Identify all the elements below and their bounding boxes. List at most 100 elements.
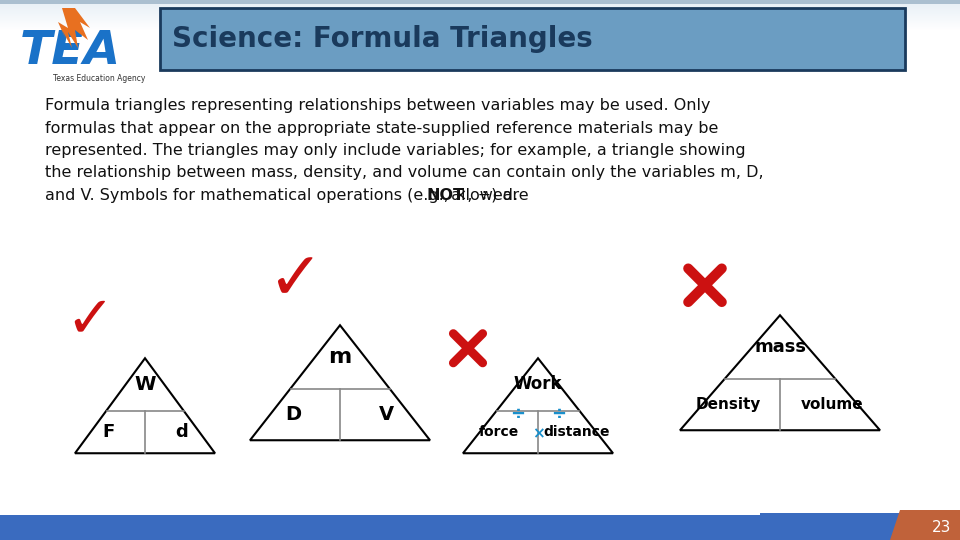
FancyBboxPatch shape <box>797 513 798 540</box>
FancyBboxPatch shape <box>823 513 824 540</box>
FancyBboxPatch shape <box>908 513 909 540</box>
FancyBboxPatch shape <box>765 513 766 540</box>
FancyBboxPatch shape <box>0 23 960 24</box>
Text: Work: Work <box>514 375 563 393</box>
Text: ÷: ÷ <box>551 406 566 423</box>
FancyBboxPatch shape <box>881 513 882 540</box>
FancyBboxPatch shape <box>789 513 790 540</box>
FancyBboxPatch shape <box>907 513 908 540</box>
FancyBboxPatch shape <box>818 513 819 540</box>
FancyBboxPatch shape <box>794 513 795 540</box>
FancyBboxPatch shape <box>816 513 817 540</box>
FancyBboxPatch shape <box>774 513 775 540</box>
Text: Formula triangles representing relationships between variables may be used. Only: Formula triangles representing relations… <box>45 98 710 113</box>
FancyBboxPatch shape <box>802 513 803 540</box>
FancyBboxPatch shape <box>894 513 895 540</box>
FancyBboxPatch shape <box>839 513 840 540</box>
FancyBboxPatch shape <box>792 513 793 540</box>
FancyBboxPatch shape <box>941 513 942 540</box>
FancyBboxPatch shape <box>810 513 811 540</box>
Polygon shape <box>680 315 880 430</box>
FancyBboxPatch shape <box>928 513 929 540</box>
FancyBboxPatch shape <box>0 2 960 3</box>
FancyBboxPatch shape <box>798 513 799 540</box>
FancyBboxPatch shape <box>805 513 806 540</box>
FancyBboxPatch shape <box>888 513 889 540</box>
FancyBboxPatch shape <box>900 513 901 540</box>
FancyBboxPatch shape <box>0 13 960 14</box>
Polygon shape <box>250 325 430 440</box>
FancyBboxPatch shape <box>801 513 802 540</box>
FancyBboxPatch shape <box>897 513 898 540</box>
FancyBboxPatch shape <box>886 513 887 540</box>
FancyBboxPatch shape <box>763 513 764 540</box>
FancyBboxPatch shape <box>944 513 945 540</box>
FancyBboxPatch shape <box>764 513 765 540</box>
FancyBboxPatch shape <box>821 513 822 540</box>
FancyBboxPatch shape <box>808 513 809 540</box>
FancyBboxPatch shape <box>807 513 808 540</box>
FancyBboxPatch shape <box>779 513 780 540</box>
FancyBboxPatch shape <box>887 513 888 540</box>
FancyBboxPatch shape <box>806 513 807 540</box>
FancyBboxPatch shape <box>0 7 960 8</box>
FancyBboxPatch shape <box>942 513 943 540</box>
FancyBboxPatch shape <box>771 513 772 540</box>
FancyBboxPatch shape <box>0 6 960 7</box>
Text: mass: mass <box>754 338 806 356</box>
FancyBboxPatch shape <box>860 513 861 540</box>
FancyBboxPatch shape <box>160 8 905 70</box>
FancyBboxPatch shape <box>0 15 960 16</box>
FancyBboxPatch shape <box>957 513 958 540</box>
Text: and V. Symbols for mathematical operations (e.g., ×, ÷) are: and V. Symbols for mathematical operatio… <box>45 188 534 203</box>
FancyBboxPatch shape <box>958 513 959 540</box>
FancyBboxPatch shape <box>869 513 870 540</box>
FancyBboxPatch shape <box>784 513 785 540</box>
FancyBboxPatch shape <box>829 513 830 540</box>
FancyBboxPatch shape <box>956 513 957 540</box>
FancyBboxPatch shape <box>891 513 892 540</box>
FancyBboxPatch shape <box>892 513 893 540</box>
FancyBboxPatch shape <box>0 0 960 1</box>
FancyBboxPatch shape <box>782 513 783 540</box>
FancyBboxPatch shape <box>772 513 773 540</box>
FancyBboxPatch shape <box>846 513 847 540</box>
FancyBboxPatch shape <box>878 513 879 540</box>
FancyBboxPatch shape <box>780 513 781 540</box>
FancyBboxPatch shape <box>875 513 876 540</box>
FancyBboxPatch shape <box>831 513 832 540</box>
FancyBboxPatch shape <box>0 4 960 5</box>
Text: Science: Formula Triangles: Science: Formula Triangles <box>172 25 592 53</box>
FancyBboxPatch shape <box>906 513 907 540</box>
FancyBboxPatch shape <box>835 513 836 540</box>
FancyBboxPatch shape <box>832 513 833 540</box>
FancyBboxPatch shape <box>865 513 866 540</box>
FancyBboxPatch shape <box>817 513 818 540</box>
FancyBboxPatch shape <box>917 513 918 540</box>
FancyBboxPatch shape <box>853 513 854 540</box>
Text: ÷: ÷ <box>510 406 525 423</box>
FancyBboxPatch shape <box>0 16 960 17</box>
FancyBboxPatch shape <box>954 513 955 540</box>
FancyBboxPatch shape <box>0 22 960 23</box>
Text: force: force <box>479 425 519 439</box>
FancyBboxPatch shape <box>921 513 922 540</box>
FancyBboxPatch shape <box>923 513 924 540</box>
FancyBboxPatch shape <box>885 513 886 540</box>
FancyBboxPatch shape <box>868 513 869 540</box>
FancyBboxPatch shape <box>0 24 960 25</box>
FancyBboxPatch shape <box>0 17 960 18</box>
FancyBboxPatch shape <box>838 513 839 540</box>
FancyBboxPatch shape <box>788 513 789 540</box>
FancyBboxPatch shape <box>0 18 960 19</box>
FancyBboxPatch shape <box>863 513 864 540</box>
FancyBboxPatch shape <box>834 513 835 540</box>
FancyBboxPatch shape <box>901 513 902 540</box>
FancyBboxPatch shape <box>0 12 960 13</box>
FancyBboxPatch shape <box>931 513 932 540</box>
FancyBboxPatch shape <box>929 513 930 540</box>
FancyBboxPatch shape <box>795 513 796 540</box>
FancyBboxPatch shape <box>0 3 960 4</box>
FancyBboxPatch shape <box>864 513 865 540</box>
FancyBboxPatch shape <box>902 513 903 540</box>
